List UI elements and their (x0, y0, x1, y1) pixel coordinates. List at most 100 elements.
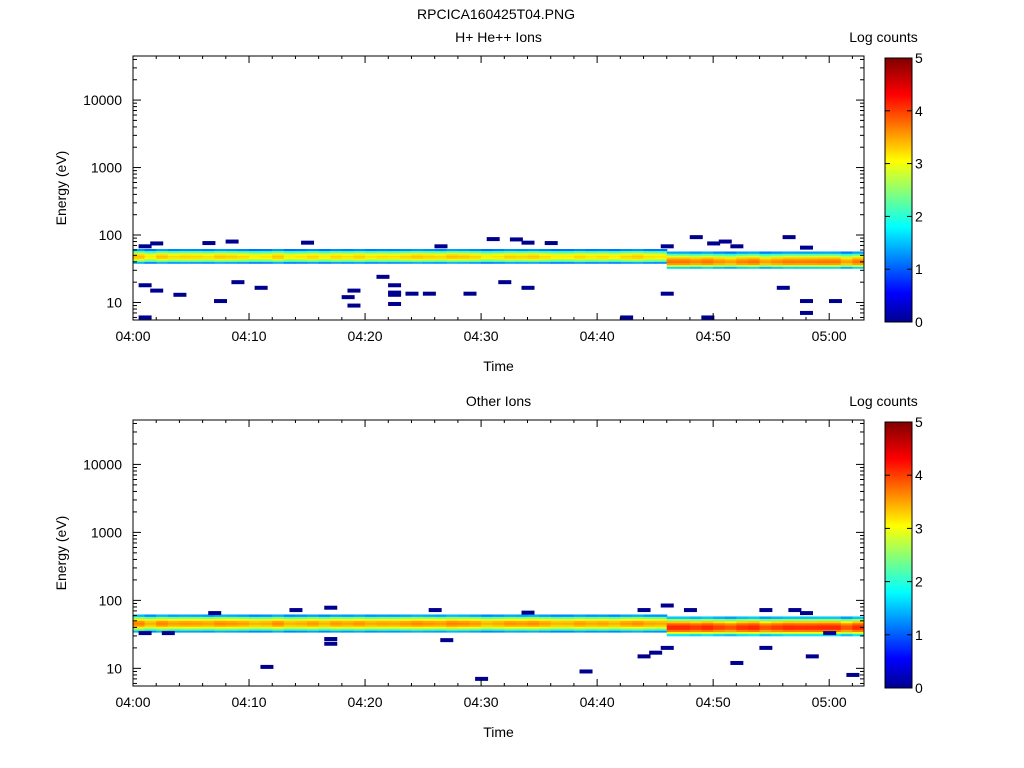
band-cell (736, 629, 749, 632)
band-cell (167, 249, 181, 252)
band-cell (794, 620, 807, 624)
sparse-count-mark (324, 637, 338, 642)
band-cell (214, 618, 227, 621)
band-cell (736, 257, 749, 260)
band-cell (330, 618, 343, 621)
band-cell (724, 618, 737, 622)
band-cell (736, 262, 749, 266)
band-cell (817, 627, 830, 630)
band-cell (782, 259, 795, 262)
band-cell (237, 628, 250, 631)
band-cell (620, 249, 633, 252)
band-cell (156, 255, 169, 258)
band-cell (504, 618, 517, 621)
band-cell (771, 257, 784, 260)
band-cell (562, 614, 575, 617)
band-cell (840, 257, 853, 260)
band-cell (782, 629, 795, 632)
band-cell (678, 255, 691, 258)
band-cell (295, 261, 308, 264)
band-cell (620, 618, 633, 621)
band-cell (225, 624, 239, 627)
band-cell (446, 256, 459, 259)
band-cell (388, 622, 401, 625)
band-cell (608, 628, 621, 631)
band-cell (272, 256, 285, 259)
band-cell (794, 255, 807, 258)
band-cell (829, 262, 842, 266)
band-cell (457, 626, 471, 629)
sparse-count-mark (475, 676, 489, 681)
band-cell (341, 256, 355, 259)
x-tick-label: 04:20 (348, 328, 383, 344)
band-cell (272, 628, 285, 631)
band-cell (585, 256, 598, 259)
band-cell (829, 259, 842, 262)
band-cell (376, 628, 389, 631)
band-cell (133, 261, 146, 264)
band-cell (631, 252, 645, 255)
band-cell (388, 614, 401, 617)
band-cell (330, 630, 343, 633)
band-cell (365, 249, 378, 252)
band-cell (202, 618, 215, 621)
band-cell (434, 255, 447, 258)
band-cell (353, 255, 366, 258)
y-tick-label: 100 (99, 592, 123, 608)
band-cell (330, 622, 343, 625)
band-cell (388, 249, 401, 252)
band-cell (782, 631, 795, 635)
band-cell (202, 630, 215, 633)
band-cell (771, 264, 784, 267)
band-cell (504, 253, 517, 256)
band-cell (388, 616, 401, 619)
sparse-count-mark (521, 285, 535, 290)
band-cell (272, 255, 285, 258)
band-cell (330, 255, 343, 258)
band-cell (643, 628, 656, 631)
band-cell (481, 622, 494, 625)
band-cell (260, 249, 273, 252)
band-cell (249, 622, 262, 625)
band-cell (202, 258, 215, 261)
band-cell (515, 253, 529, 256)
band-cell (469, 255, 482, 258)
band-cell (457, 255, 471, 258)
band-cell (771, 618, 784, 622)
band-cell (423, 258, 436, 261)
sparse-count-mark (660, 291, 674, 296)
band-cell (817, 622, 830, 626)
band-cell (840, 255, 853, 258)
band-cell (701, 629, 714, 632)
band-cell (794, 629, 807, 632)
band-cell (713, 259, 726, 262)
band-cell (388, 630, 401, 633)
band-cell (481, 620, 494, 623)
band-cell (399, 255, 413, 258)
band-cell (747, 251, 761, 254)
band-cell (249, 256, 262, 259)
band-cell (272, 630, 285, 633)
band-cell (515, 618, 529, 621)
band-cell (689, 620, 703, 624)
band-cell (701, 616, 714, 620)
band-cell (481, 616, 494, 619)
band-cell (573, 250, 587, 253)
band-cell (307, 616, 320, 619)
band-cell (399, 616, 413, 619)
band-cell (701, 255, 714, 258)
band-cell (701, 618, 714, 622)
band-cell (318, 620, 331, 623)
sparse-count-mark (428, 608, 442, 613)
band-cell (539, 250, 552, 253)
band-cell (457, 260, 471, 263)
band-cell (852, 631, 864, 635)
band-cell (411, 630, 424, 633)
band-cell (515, 258, 529, 261)
band-cell (771, 255, 784, 258)
colorbar-gradient (884, 421, 913, 689)
band-cell (469, 628, 482, 631)
band-cell (330, 260, 343, 263)
band-cell (655, 250, 668, 253)
band-cell (620, 255, 633, 258)
